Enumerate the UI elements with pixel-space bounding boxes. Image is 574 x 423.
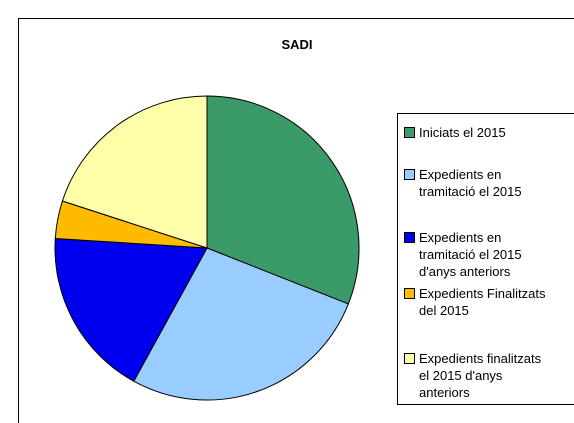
legend-swatch	[404, 288, 415, 299]
pie-slice	[61, 95, 208, 249]
legend-swatch	[404, 169, 415, 180]
legend-swatch	[404, 127, 415, 138]
legend-label: Expedients finalitzats el 2015 d'anys an…	[419, 351, 542, 400]
pie-slice	[54, 237, 208, 382]
legend-label: Expedients en tramitació el 2015	[419, 167, 522, 199]
pie-slice	[133, 247, 349, 401]
legend-swatch	[404, 232, 415, 243]
legend-label: Expedients Finalitzats del 2015	[419, 286, 546, 318]
chart-title: SADI	[281, 37, 313, 52]
legend-swatch	[404, 353, 415, 364]
legend-label: Iniciats el 2015	[419, 125, 506, 140]
legend: Iniciats el 2015 Expedients en tramitació…	[397, 113, 574, 405]
legend-label: Expedients en tramitació el 2015 d'anys …	[419, 230, 522, 279]
chart-frame	[18, 18, 574, 423]
pie-slice	[206, 95, 360, 305]
